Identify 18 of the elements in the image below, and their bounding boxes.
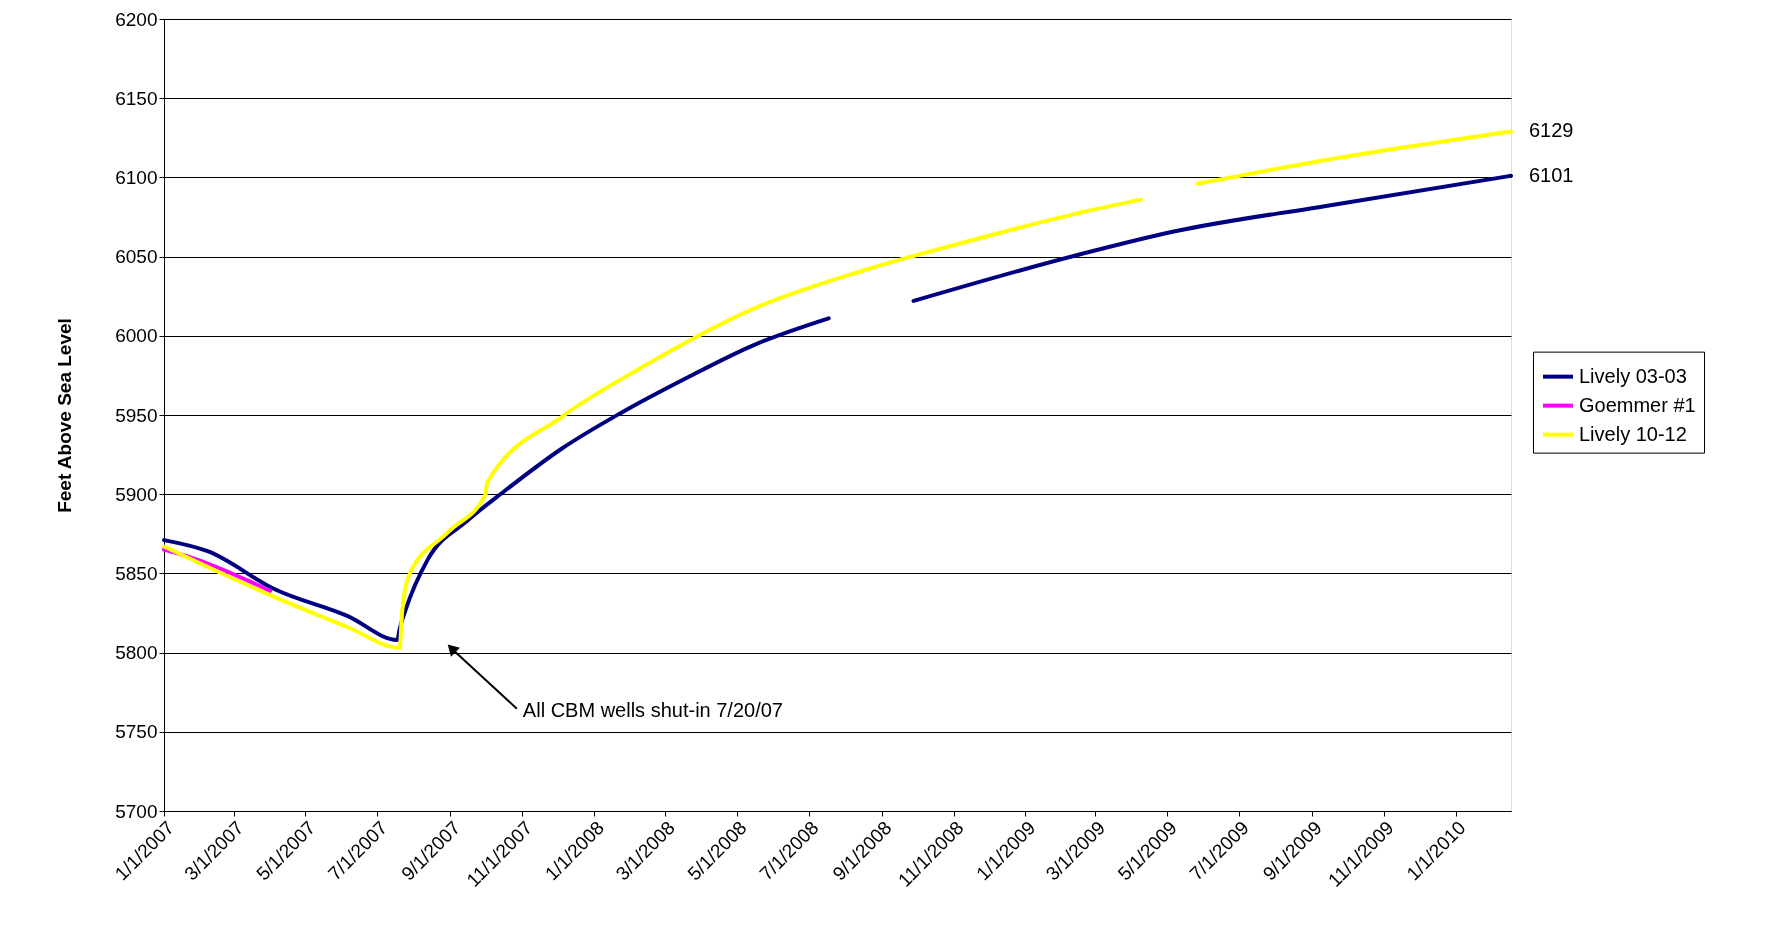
y-tick-label: 6050 bbox=[115, 246, 158, 268]
legend-label: Lively 03-03 bbox=[1579, 364, 1687, 387]
y-tick-label: 5900 bbox=[115, 483, 158, 505]
annotation: 6101 bbox=[1529, 163, 1574, 186]
y-tick-label: 5700 bbox=[115, 800, 158, 822]
y-tick-label: 6200 bbox=[115, 8, 158, 30]
y-tick-label: 5950 bbox=[115, 404, 158, 426]
annotation: 6129 bbox=[1529, 119, 1574, 142]
y-tick-label: 6150 bbox=[115, 87, 158, 109]
y-tick-label: 6000 bbox=[115, 325, 158, 347]
y-tick-label: 5800 bbox=[115, 642, 158, 664]
legend-label: Goemmer #1 bbox=[1579, 393, 1696, 416]
y-tick-label: 5850 bbox=[115, 562, 158, 584]
y-tick-label: 6100 bbox=[115, 166, 158, 188]
annotation: All CBM wells shut-in 7/20/07 bbox=[522, 698, 783, 721]
legend-label: Lively 10-12 bbox=[1579, 422, 1687, 445]
y-axis-title: Feet Above Sea Level bbox=[54, 318, 76, 513]
y-tick-label: 5750 bbox=[115, 721, 158, 743]
